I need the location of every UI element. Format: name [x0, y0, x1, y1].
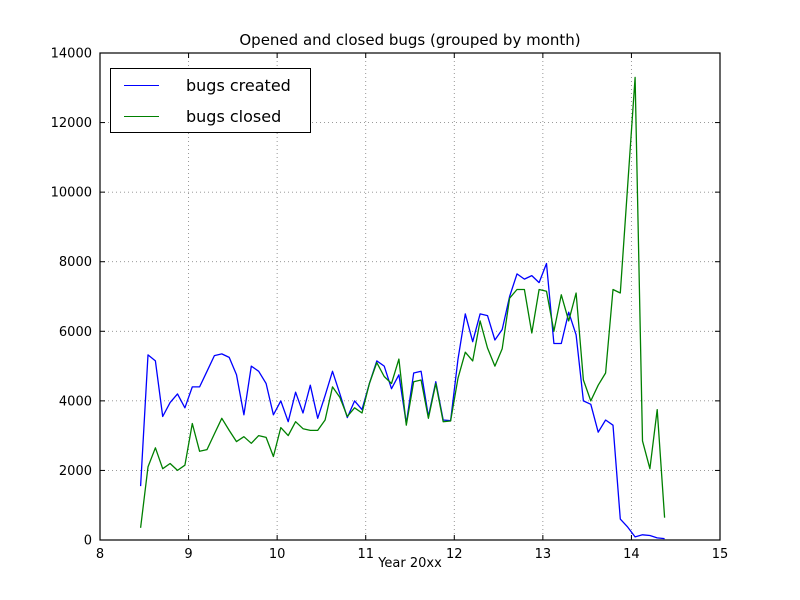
- line-swatch-icon: [124, 115, 159, 117]
- y-tick-label: 4000: [59, 394, 92, 409]
- x-tick-label: 8: [96, 547, 104, 562]
- x-tick-label: 14: [623, 547, 640, 562]
- x-tick-label: 15: [712, 547, 729, 562]
- y-tick-label: 2000: [59, 464, 92, 479]
- x-axis-label: Year 20xx: [378, 556, 442, 571]
- x-tick-label: 10: [269, 547, 286, 562]
- y-tick-label: 10000: [51, 186, 92, 201]
- x-tick-label: 11: [357, 547, 374, 562]
- chart-title: Opened and closed bugs (grouped by month…: [239, 31, 581, 49]
- x-tick-label: 9: [184, 547, 192, 562]
- y-tick-label: 6000: [59, 325, 92, 340]
- series-line-bugs-closed: [139, 76, 666, 528]
- legend: bugs created bugs closed: [110, 68, 311, 133]
- plot-border: [99, 52, 721, 541]
- y-tick-label: 8000: [59, 255, 92, 270]
- y-tick-label: 14000: [51, 47, 92, 62]
- series-line-bugs-created: [139, 262, 665, 540]
- legend-entry-bugs-created: bugs created: [111, 70, 310, 100]
- x-tick-label: 13: [535, 547, 552, 562]
- y-tick-label: 12000: [51, 116, 92, 131]
- x-tick-label: 12: [446, 547, 463, 562]
- legend-label: bugs created: [186, 75, 291, 95]
- legend-label: bugs closed: [186, 106, 282, 126]
- line-swatch-icon: [124, 84, 159, 86]
- y-tick-label: 0: [84, 534, 92, 549]
- legend-entry-bugs-closed: bugs closed: [111, 101, 310, 131]
